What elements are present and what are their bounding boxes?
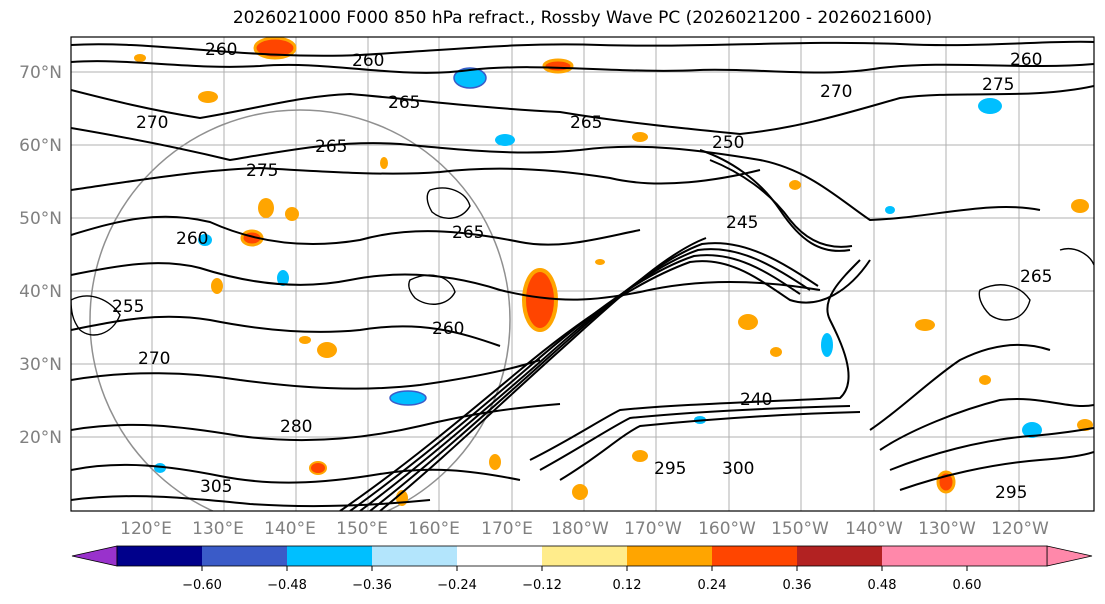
lon-label: 140°E bbox=[264, 519, 316, 539]
contour-label: 260 bbox=[176, 229, 208, 249]
lon-label: 180°W bbox=[551, 519, 609, 539]
lon-label: 130°W bbox=[918, 519, 976, 539]
lon-label: 130°E bbox=[192, 519, 244, 539]
lon-label: 150°E bbox=[336, 519, 388, 539]
lon-label: 120°E bbox=[120, 519, 172, 539]
contour-label: 265 bbox=[570, 113, 602, 133]
colorbar-swatch bbox=[882, 546, 967, 566]
contour-label: 260 bbox=[205, 40, 237, 60]
colorbar-swatch bbox=[457, 546, 542, 566]
contour-labels: 260 260 265 270 275 265 270 275 250 265 … bbox=[112, 40, 1052, 503]
colorbar-swatch bbox=[117, 546, 202, 566]
colorbar-swatch bbox=[542, 546, 627, 566]
colorbar-tick-label: 0.60 bbox=[953, 578, 982, 593]
longitude-labels: 120°E 130°E 140°E 150°E 160°E 170°E 180°… bbox=[120, 519, 1049, 539]
lat-label: 40°N bbox=[19, 282, 62, 302]
colorbar-swatch bbox=[967, 546, 1047, 566]
contour-label: 250 bbox=[712, 133, 744, 153]
reference-circle bbox=[89, 109, 511, 511]
colorbar-ticks bbox=[201, 566, 968, 571]
colorbar-tick-label: 0.36 bbox=[783, 578, 812, 593]
lon-label: 160°E bbox=[408, 519, 460, 539]
colorbar-tick-label: 0.48 bbox=[868, 578, 897, 593]
contour-label: 255 bbox=[112, 297, 144, 317]
colorbar-tick-label: −0.48 bbox=[267, 578, 307, 593]
graticule bbox=[71, 37, 1094, 511]
colorbar-swatch bbox=[712, 546, 797, 566]
colorbar-tick-label: −0.24 bbox=[437, 578, 477, 593]
contour-label: 270 bbox=[138, 349, 170, 369]
colorbar-tick-label: 0.24 bbox=[698, 578, 727, 593]
colorbar-left-extension bbox=[71, 545, 118, 567]
lat-label: 20°N bbox=[19, 428, 62, 448]
contour-label: 240 bbox=[740, 390, 772, 410]
lat-label: 50°N bbox=[19, 209, 62, 229]
colorbar-frame bbox=[116, 545, 1048, 567]
contour-label: 280 bbox=[280, 417, 312, 437]
lon-label: 160°W bbox=[698, 519, 756, 539]
map-frame bbox=[70, 36, 1095, 512]
contour-label: 270 bbox=[820, 82, 852, 102]
lat-label: 60°N bbox=[19, 136, 62, 156]
contour-label: 260 bbox=[352, 51, 384, 71]
contour-label: 305 bbox=[200, 477, 232, 497]
contour-label: 260 bbox=[1010, 50, 1042, 70]
colorbar-tick-label: −0.12 bbox=[522, 578, 562, 593]
colorbar: −0.60 −0.48 −0.36 −0.24 −0.12 0.12 0.24 … bbox=[71, 545, 1093, 593]
colorbar-tick-label: −0.60 bbox=[182, 578, 222, 593]
map-title: 2026021000 F000 850 hPa refract., Rossby… bbox=[232, 8, 933, 28]
contour-label: 275 bbox=[982, 75, 1014, 95]
colorbar-right-extension bbox=[1046, 545, 1093, 567]
colorbar-swatch bbox=[202, 546, 287, 566]
contour-label: 270 bbox=[136, 113, 168, 133]
colorbar-tick-label: 0.12 bbox=[613, 578, 642, 593]
lon-label: 140°W bbox=[845, 519, 903, 539]
contour-label: 295 bbox=[995, 483, 1027, 503]
colorbar-swatch bbox=[287, 546, 372, 566]
lon-label: 170°W bbox=[624, 519, 682, 539]
colorbar-tick-label: −0.36 bbox=[352, 578, 392, 593]
contour-label: 265 bbox=[388, 93, 420, 113]
contour-lines bbox=[71, 40, 1094, 511]
contour-label: 265 bbox=[452, 223, 484, 243]
contour-label: 265 bbox=[1020, 267, 1052, 287]
lon-label: 170°E bbox=[481, 519, 533, 539]
lon-label: 120°W bbox=[991, 519, 1049, 539]
colorbar-swatch bbox=[627, 546, 712, 566]
latitude-labels: 70°N 60°N 50°N 40°N 30°N 20°N bbox=[19, 63, 62, 448]
lat-label: 70°N bbox=[19, 63, 62, 83]
colorbar-swatch bbox=[797, 546, 882, 566]
lon-label: 150°W bbox=[771, 519, 829, 539]
contour-label: 295 bbox=[654, 459, 686, 479]
contour-label: 275 bbox=[246, 161, 278, 181]
lat-label: 30°N bbox=[19, 355, 62, 375]
contour-label: 265 bbox=[315, 137, 347, 157]
contour-label: 245 bbox=[726, 213, 758, 233]
contour-label: 300 bbox=[722, 459, 754, 479]
map-plot-area: 260 260 265 270 275 265 270 275 250 265 … bbox=[71, 37, 1094, 511]
colorbar-swatch bbox=[372, 546, 457, 566]
contour-label: 260 bbox=[432, 319, 464, 339]
